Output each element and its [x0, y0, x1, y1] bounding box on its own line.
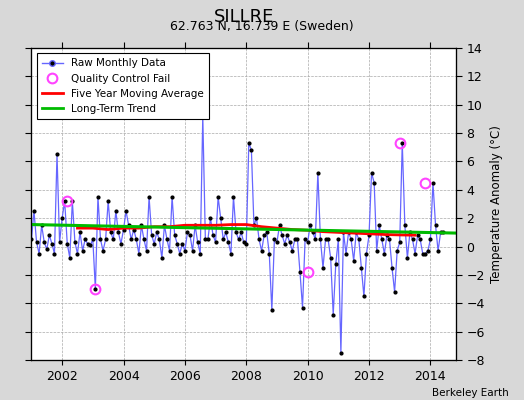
Y-axis label: Temperature Anomaly (°C): Temperature Anomaly (°C)	[490, 125, 504, 283]
Text: Berkeley Earth: Berkeley Earth	[432, 388, 508, 398]
Legend: Raw Monthly Data, Quality Control Fail, Five Year Moving Average, Long-Term Tren: Raw Monthly Data, Quality Control Fail, …	[37, 53, 209, 119]
Title: SILLRE: SILLRE	[213, 8, 274, 26]
Text: 62.763 N, 16.739 E (Sweden): 62.763 N, 16.739 E (Sweden)	[170, 20, 354, 33]
